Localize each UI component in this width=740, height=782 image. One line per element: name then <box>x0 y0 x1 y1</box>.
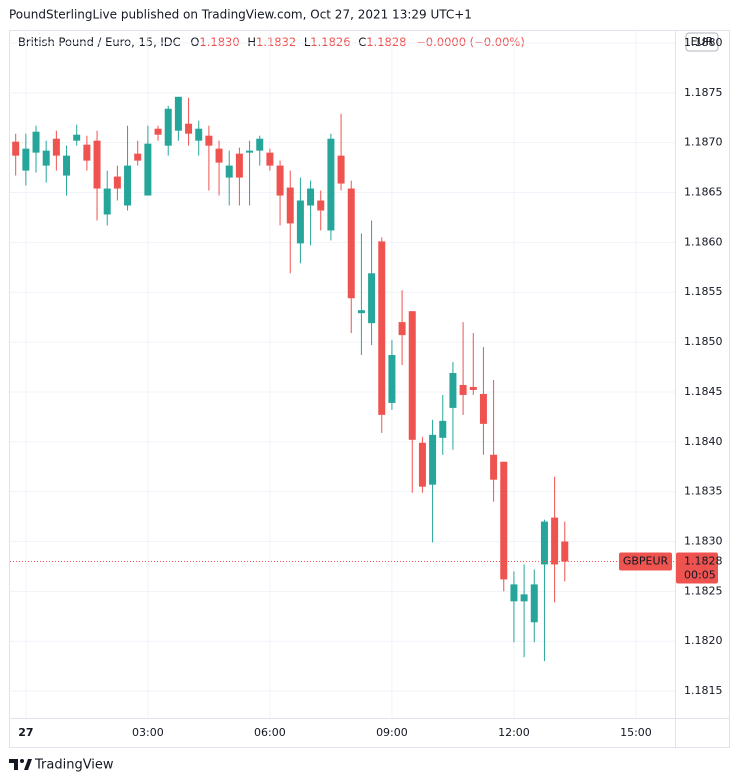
y-tick-label: 1.1835 <box>684 485 723 498</box>
candle-body <box>500 461 508 580</box>
legend: British Pound / Euro, 15, IDC O1.1830 H1… <box>18 35 525 49</box>
candle-body <box>449 373 457 408</box>
y-tick-label: 1.1860 <box>684 235 723 248</box>
x-tick-label: 12:00 <box>498 726 530 739</box>
candle-body <box>276 165 284 196</box>
candle-body <box>479 393 487 424</box>
countdown: 00:05 <box>684 568 716 581</box>
y-tick-label: 1.1870 <box>684 136 723 149</box>
candle-body <box>307 188 315 206</box>
chart-frame <box>9 30 730 748</box>
candle-body <box>83 144 91 161</box>
candle-body <box>52 138 60 156</box>
y-tick-label: 1.1880 <box>684 36 723 49</box>
candle-body <box>439 420 447 438</box>
candle-body <box>124 165 132 206</box>
candle-body <box>490 454 498 480</box>
candle-body <box>205 135 213 146</box>
candle-body <box>540 521 548 565</box>
legend-high: 1.1832 <box>256 35 296 49</box>
y-tick-label: 1.1815 <box>684 684 723 697</box>
symbol-name: GBPEUR <box>623 554 669 567</box>
candle-body <box>286 187 294 224</box>
candle-body <box>12 141 20 156</box>
candle-body <box>408 311 416 440</box>
candle-body <box>398 322 406 336</box>
y-tick-label: 1.1855 <box>684 285 723 298</box>
candle-body <box>195 128 203 141</box>
legend-h: H <box>247 35 256 49</box>
header: PoundSterlingLive published on TradingVi… <box>9 8 472 22</box>
candle-body <box>317 200 325 211</box>
candle-body <box>93 140 101 189</box>
candle-body <box>225 165 233 178</box>
y-tick-label: 1.1830 <box>684 535 723 548</box>
x-tick-label: 03:00 <box>132 726 164 739</box>
currency-box[interactable] <box>685 32 719 52</box>
candle-body <box>459 384 467 395</box>
candle-body <box>256 138 264 151</box>
candle-body <box>296 200 304 244</box>
candle-body <box>73 134 81 141</box>
brand: TradingView <box>34 758 114 773</box>
y-tick-label: 1.1845 <box>684 385 723 398</box>
candle-body <box>266 152 274 166</box>
candle-body <box>561 541 569 562</box>
candle-body <box>134 153 142 161</box>
candle-body <box>551 517 559 565</box>
candle-body <box>154 128 162 135</box>
price-label: 1.1828 <box>684 554 723 567</box>
y-tick-label: 1.1865 <box>684 186 723 199</box>
candle-body <box>246 150 254 153</box>
candle-body <box>103 188 111 215</box>
candle-body <box>357 310 365 314</box>
y-tick-label: 1.1820 <box>684 634 723 647</box>
price-tag <box>676 552 718 584</box>
candle-body <box>42 150 50 166</box>
candle-body <box>32 131 40 153</box>
candle-body <box>185 123 193 134</box>
candle-body <box>429 434 437 485</box>
symbol-tag <box>619 552 672 571</box>
brand-logo <box>9 759 32 770</box>
y-tick-label: 1.1850 <box>684 335 723 348</box>
legend-l: L <box>304 35 311 49</box>
candle-body <box>530 584 538 623</box>
x-tick-label: 06:00 <box>254 726 286 739</box>
candle-body <box>215 148 223 163</box>
candle-body <box>520 594 528 602</box>
legend-open: 1.1830 <box>199 35 239 49</box>
legend-close: 1.1828 <box>366 35 406 49</box>
y-tick-label: 1.1840 <box>684 435 723 448</box>
currency[interactable]: EUR <box>691 35 714 48</box>
plot <box>10 31 675 718</box>
legend-c: C <box>358 35 366 49</box>
candle-body <box>510 584 518 602</box>
candle-body <box>63 155 71 176</box>
candle-body <box>347 188 355 299</box>
x-tick-label: 27 <box>18 726 33 739</box>
candle-body <box>337 155 345 184</box>
legend-change: −0.0000 (−0.00%) <box>416 35 525 49</box>
candle-body <box>22 148 30 171</box>
candle-body <box>113 176 121 189</box>
x-tick-label: 15:00 <box>620 726 652 739</box>
y-tick-label: 1.1875 <box>684 86 723 99</box>
legend-o: O <box>190 35 199 49</box>
candle-body <box>378 241 386 415</box>
candle-body <box>327 138 335 231</box>
candle-body <box>235 153 243 178</box>
y-tick-label: 1.1825 <box>684 584 723 597</box>
candle-body <box>368 273 376 324</box>
candle-body <box>174 96 182 131</box>
legend-low: 1.1826 <box>310 35 350 49</box>
x-tick-label: 09:00 <box>376 726 408 739</box>
candle-body <box>164 108 172 146</box>
candle-body <box>418 442 426 487</box>
candle-body <box>469 386 477 390</box>
candle-body <box>388 355 396 403</box>
candle-body <box>144 143 152 196</box>
legend-title: British Pound / Euro, 15, IDC <box>18 35 181 49</box>
